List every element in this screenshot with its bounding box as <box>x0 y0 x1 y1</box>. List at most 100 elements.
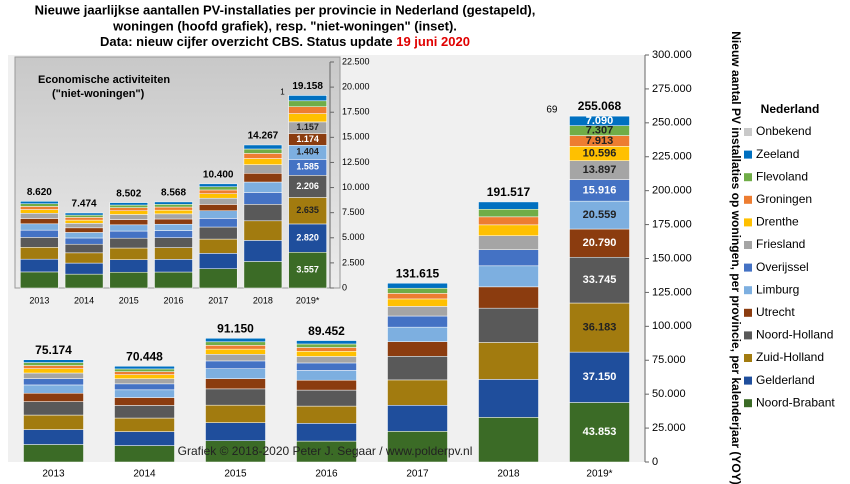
bar-segment <box>109 271 149 289</box>
bar-segment <box>243 261 283 289</box>
legend-label: Flevoland <box>756 169 808 183</box>
legend-swatch <box>744 308 752 317</box>
bar-segment <box>243 144 283 150</box>
bar-segment <box>243 153 283 159</box>
bar-segment <box>569 200 630 230</box>
bar-segment <box>198 193 238 199</box>
bar-segment <box>478 379 539 418</box>
legend-title: Nederland <box>761 102 820 116</box>
bar-segment <box>109 202 149 206</box>
bar-segment <box>20 213 59 219</box>
bar-segment <box>20 209 59 214</box>
data-label: 37.150 <box>583 371 617 383</box>
bar-segment <box>109 219 149 226</box>
data-label: 1.157 <box>296 122 319 132</box>
y-tick-label: 15.000 <box>342 132 370 142</box>
total-label: 8.620 <box>27 187 52 198</box>
data-label: 1 <box>280 87 285 96</box>
bar-segment <box>154 247 193 260</box>
credit: Grafiek © 2018-2020 Peter J. Segaar / ww… <box>178 444 473 458</box>
bar-segment <box>288 223 327 253</box>
bar-segment <box>569 228 630 258</box>
legend-label: Onbekend <box>756 124 811 138</box>
legend-label: Limburg <box>756 282 799 296</box>
legend-swatch <box>744 150 752 159</box>
bar-segment <box>288 197 327 225</box>
bar-segment <box>478 265 539 288</box>
y-tick-label: 150.000 <box>652 252 692 264</box>
legend-swatch <box>744 399 752 408</box>
x-tick-label: 2014 <box>133 469 156 480</box>
legend-swatch <box>744 241 752 249</box>
bar-segment <box>154 259 193 273</box>
bar-segment <box>296 347 357 352</box>
bar-segment <box>387 315 448 328</box>
x-tick-label: 2017 <box>406 469 429 480</box>
legend-label: Friesland <box>756 237 805 251</box>
bar-segment <box>387 379 448 406</box>
total-label: 10.400 <box>203 169 234 180</box>
y-tick-label: 25.000 <box>652 422 686 434</box>
data-label: 3.557 <box>296 265 319 275</box>
total-label: 255.068 <box>578 99 622 113</box>
bar-segment <box>154 237 193 248</box>
bar-segment <box>205 388 266 406</box>
bar-segment <box>114 378 175 385</box>
bar-segment <box>114 417 175 432</box>
bar-segment <box>64 273 104 289</box>
x-tick-label: 2018 <box>497 469 520 480</box>
legend-swatch <box>744 128 752 136</box>
legend-swatch <box>744 195 752 204</box>
bar-segment <box>387 356 448 381</box>
data-label: 20.790 <box>583 237 617 249</box>
bar-segment <box>154 201 193 205</box>
legend-label: Zeeland <box>756 147 799 161</box>
bar-segment <box>23 429 84 445</box>
data-label: 13.897 <box>583 164 617 176</box>
bar-segment <box>109 237 149 249</box>
bar-segment <box>243 192 283 205</box>
bar-segment <box>478 235 539 250</box>
bar-segment <box>64 214 104 218</box>
bar-segment <box>154 223 193 231</box>
bar-segment <box>23 384 84 394</box>
bar-segment <box>296 340 357 345</box>
bar-segment <box>23 372 84 379</box>
bar-segment <box>198 218 238 228</box>
total-label: 7.474 <box>72 199 97 210</box>
bar-segment <box>205 378 266 390</box>
bar-segment <box>154 209 193 215</box>
legend-label: Utrecht <box>756 305 795 319</box>
bar-segment <box>478 286 539 309</box>
y-tick-label: 5.000 <box>342 232 365 242</box>
legend-label: Overijssel <box>756 260 809 274</box>
x-tick-label: 2016 <box>315 469 338 480</box>
bar-segment <box>205 422 266 441</box>
data-label: 20.559 <box>583 209 617 221</box>
bar-segment <box>296 379 357 391</box>
bar-segment <box>64 262 104 275</box>
legend-label: Zuid-Holland <box>756 350 824 364</box>
bar-segment <box>198 268 238 289</box>
bar-segment <box>569 402 630 463</box>
bar-segment <box>109 207 149 212</box>
bar-segment <box>64 223 104 229</box>
bar-segment <box>198 183 238 188</box>
bar-segment <box>243 181 283 193</box>
bar-segment <box>243 158 283 165</box>
bar-segment <box>243 164 283 174</box>
y-tick-label: 12.500 <box>342 157 370 167</box>
bar-segment <box>198 204 238 212</box>
bar-segment <box>154 204 193 208</box>
bar-segment <box>243 148 283 154</box>
data-label: 1.404 <box>296 147 319 157</box>
bar-segment <box>387 293 448 300</box>
bar-segment <box>154 206 193 211</box>
bar-segment <box>478 342 539 380</box>
bar-segment <box>64 217 104 221</box>
data-label: 7.090 <box>586 115 614 127</box>
total-label: 14.267 <box>248 131 279 142</box>
bar-segment <box>114 365 175 370</box>
bar-segment <box>64 219 104 224</box>
bar-segment <box>205 338 266 343</box>
